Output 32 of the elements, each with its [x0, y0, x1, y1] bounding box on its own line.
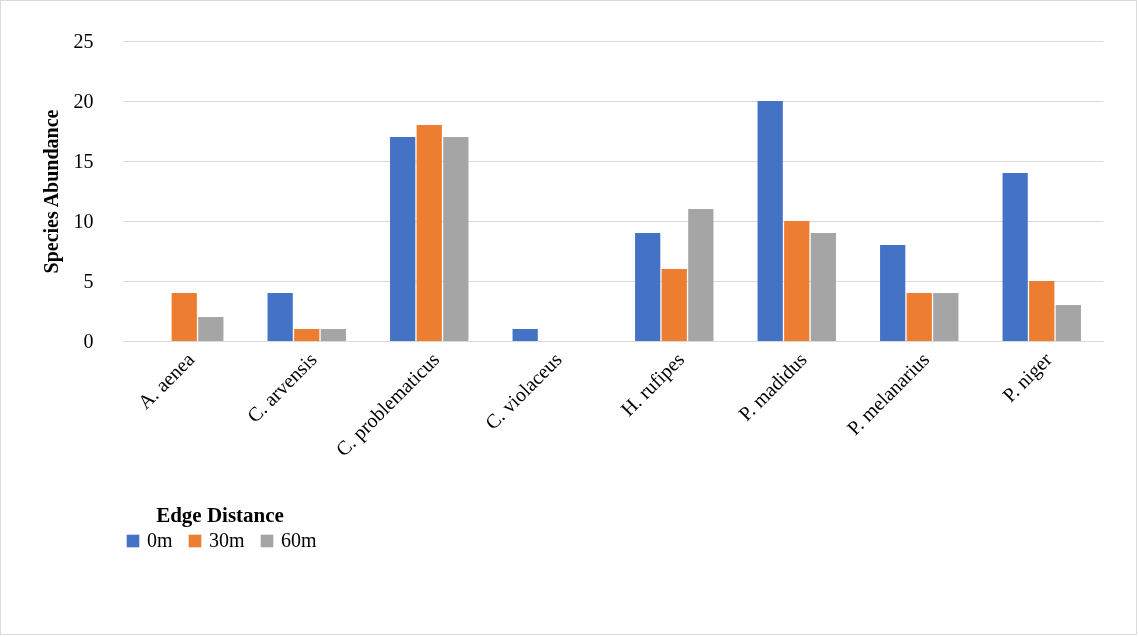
- bar: [416, 125, 442, 341]
- bar: [1002, 173, 1028, 341]
- y-axis-title: Species Abundance: [39, 109, 63, 274]
- bar: [320, 329, 346, 341]
- bar: [171, 293, 197, 341]
- y-tick-label: 5: [83, 269, 94, 292]
- bar: [390, 137, 416, 341]
- bar: [933, 293, 959, 341]
- bar: [294, 329, 320, 341]
- legend-label: 60m: [281, 529, 317, 551]
- bar: [784, 221, 810, 341]
- bar: [661, 269, 687, 341]
- y-tick-label: 20: [73, 89, 94, 112]
- y-tick-label: 0: [83, 329, 94, 352]
- legend-title: Edge Distance: [156, 503, 284, 527]
- bar: [810, 233, 836, 341]
- bar: [757, 101, 783, 341]
- y-tick-label: 15: [73, 149, 94, 172]
- bar: [906, 293, 932, 341]
- bar: [267, 293, 293, 341]
- bar: [443, 137, 469, 341]
- y-tick-label: 25: [73, 29, 94, 52]
- bar: [1029, 281, 1055, 341]
- bar: [1055, 305, 1081, 341]
- legend-label: 30m: [209, 529, 245, 551]
- bar: [635, 233, 661, 341]
- bar: [512, 329, 538, 341]
- bar: [198, 317, 224, 341]
- bar: [880, 245, 906, 341]
- bar: [688, 209, 714, 341]
- y-tick-label: 10: [73, 209, 94, 232]
- legend-label: 0m: [147, 529, 173, 551]
